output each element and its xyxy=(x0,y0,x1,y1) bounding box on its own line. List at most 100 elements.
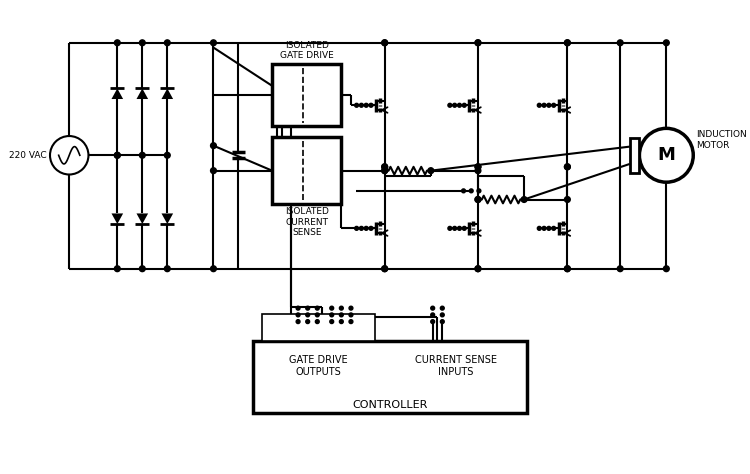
Circle shape xyxy=(537,227,542,230)
Circle shape xyxy=(164,152,170,158)
Bar xyxy=(272,137,341,204)
Circle shape xyxy=(565,197,570,202)
Circle shape xyxy=(448,103,452,107)
Text: GATE DRIVE
OUTPUTS: GATE DRIVE OUTPUTS xyxy=(290,356,348,377)
Circle shape xyxy=(349,319,353,324)
Circle shape xyxy=(316,319,320,324)
Circle shape xyxy=(369,103,373,107)
Circle shape xyxy=(316,313,320,317)
Circle shape xyxy=(430,313,434,317)
Circle shape xyxy=(430,319,434,324)
Circle shape xyxy=(211,40,216,46)
Circle shape xyxy=(565,40,570,46)
Circle shape xyxy=(470,189,473,193)
Circle shape xyxy=(477,189,481,193)
Circle shape xyxy=(617,40,623,46)
Circle shape xyxy=(462,227,466,230)
Circle shape xyxy=(330,319,334,324)
Circle shape xyxy=(475,197,481,202)
Circle shape xyxy=(542,103,546,107)
Circle shape xyxy=(565,266,570,272)
Circle shape xyxy=(475,197,481,202)
Circle shape xyxy=(565,40,570,46)
Circle shape xyxy=(140,266,146,272)
Text: CURRENT SENSE
INPUTS: CURRENT SENSE INPUTS xyxy=(415,356,497,377)
Bar xyxy=(262,314,375,341)
Circle shape xyxy=(382,266,388,272)
Circle shape xyxy=(306,306,310,310)
Circle shape xyxy=(140,152,146,158)
Circle shape xyxy=(355,227,358,230)
Circle shape xyxy=(382,266,388,272)
Circle shape xyxy=(340,306,344,310)
Circle shape xyxy=(364,103,368,107)
Circle shape xyxy=(462,103,466,107)
Circle shape xyxy=(382,40,388,46)
Circle shape xyxy=(330,306,334,310)
Text: ISOLATED
CURRENT
SENSE: ISOLATED CURRENT SENSE xyxy=(285,207,328,237)
Circle shape xyxy=(664,266,669,272)
Circle shape xyxy=(164,40,170,46)
Circle shape xyxy=(475,168,481,173)
Circle shape xyxy=(359,103,363,107)
Text: ISOLATED
GATE DRIVE: ISOLATED GATE DRIVE xyxy=(280,41,334,60)
Circle shape xyxy=(552,227,556,230)
Circle shape xyxy=(359,227,363,230)
Circle shape xyxy=(211,266,216,272)
Circle shape xyxy=(382,40,388,46)
Circle shape xyxy=(617,266,623,272)
Circle shape xyxy=(115,266,120,272)
Polygon shape xyxy=(112,89,123,99)
Circle shape xyxy=(565,164,570,170)
Polygon shape xyxy=(136,213,148,224)
Circle shape xyxy=(140,40,146,46)
Text: M: M xyxy=(658,146,675,164)
Circle shape xyxy=(306,319,310,324)
Circle shape xyxy=(164,266,170,272)
Circle shape xyxy=(382,164,388,170)
Circle shape xyxy=(547,103,550,107)
Bar xyxy=(630,138,640,173)
Circle shape xyxy=(340,319,344,324)
Circle shape xyxy=(296,319,300,324)
Circle shape xyxy=(542,227,546,230)
Circle shape xyxy=(565,266,570,272)
Circle shape xyxy=(349,306,353,310)
Circle shape xyxy=(115,152,120,158)
Text: INDUCTION
MOTOR: INDUCTION MOTOR xyxy=(696,130,747,150)
Circle shape xyxy=(552,103,556,107)
Circle shape xyxy=(565,164,570,170)
Circle shape xyxy=(369,227,373,230)
Circle shape xyxy=(448,227,452,230)
Text: 220 VAC: 220 VAC xyxy=(8,151,46,160)
Circle shape xyxy=(475,266,481,272)
Circle shape xyxy=(521,197,527,202)
Circle shape xyxy=(458,103,461,107)
Circle shape xyxy=(364,227,368,230)
Bar xyxy=(272,64,341,127)
Polygon shape xyxy=(136,89,148,99)
Polygon shape xyxy=(161,213,173,224)
Circle shape xyxy=(211,168,216,173)
Circle shape xyxy=(428,168,433,173)
Circle shape xyxy=(458,227,461,230)
Circle shape xyxy=(547,227,550,230)
Circle shape xyxy=(296,313,300,317)
Circle shape xyxy=(115,152,120,158)
Circle shape xyxy=(296,306,300,310)
Bar xyxy=(253,341,527,413)
Text: CONTROLLER: CONTROLLER xyxy=(352,400,428,410)
Circle shape xyxy=(453,103,457,107)
Circle shape xyxy=(382,168,388,173)
Circle shape xyxy=(316,306,320,310)
Circle shape xyxy=(382,168,388,173)
Circle shape xyxy=(537,103,542,107)
Circle shape xyxy=(475,40,481,46)
Circle shape xyxy=(382,164,388,170)
Circle shape xyxy=(355,103,358,107)
Circle shape xyxy=(115,40,120,46)
Circle shape xyxy=(440,306,444,310)
Circle shape xyxy=(211,143,216,148)
Circle shape xyxy=(349,313,353,317)
Circle shape xyxy=(664,40,669,46)
